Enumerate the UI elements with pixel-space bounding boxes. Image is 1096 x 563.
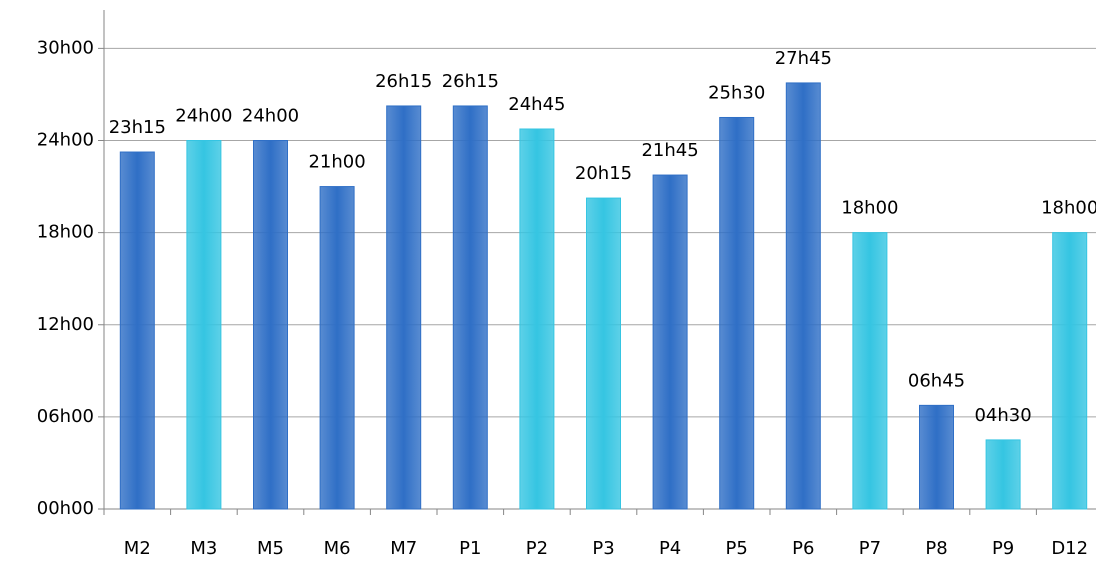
bar — [719, 116, 755, 510]
value-label: 23h15 — [109, 117, 166, 138]
value-label: 24h00 — [242, 106, 299, 127]
x-tick-label: M6 — [324, 538, 351, 559]
value-label: 21h00 — [308, 152, 365, 173]
y-tick-label: 24h00 — [37, 130, 94, 151]
bar — [852, 232, 888, 510]
x-tick-label: P1 — [459, 538, 481, 559]
bar — [919, 404, 954, 510]
y-tick-label: 18h00 — [37, 222, 94, 243]
bar — [119, 151, 155, 510]
x-tick-label: P7 — [859, 538, 881, 559]
x-tick-label: P8 — [925, 538, 947, 559]
value-label: 26h15 — [442, 71, 499, 92]
value-label: 18h00 — [1041, 198, 1096, 219]
bar — [652, 174, 688, 510]
value-label: 24h45 — [508, 94, 565, 115]
x-tick-label: M5 — [257, 538, 284, 559]
x-tick-label: M2 — [124, 538, 151, 559]
bar — [586, 197, 621, 510]
bar — [519, 128, 555, 510]
x-tick-label: P3 — [592, 538, 614, 559]
x-tick-label: P4 — [659, 538, 681, 559]
bar — [985, 439, 1021, 510]
y-tick-label: 30h00 — [37, 37, 94, 58]
value-label: 26h15 — [375, 71, 432, 92]
value-label: 24h00 — [175, 106, 232, 127]
bar — [386, 105, 422, 510]
y-tick-label: 12h00 — [37, 314, 94, 335]
bar — [186, 140, 222, 510]
y-tick-label: 06h00 — [37, 406, 94, 427]
value-label: 25h30 — [708, 82, 765, 103]
value-label: 21h45 — [641, 140, 698, 161]
value-label: 04h30 — [974, 405, 1031, 426]
x-tick-label: D12 — [1051, 538, 1088, 559]
value-label: 20h15 — [575, 163, 632, 184]
bar — [319, 186, 355, 510]
y-tick-label: 00h00 — [37, 498, 94, 519]
x-tick-label: P9 — [992, 538, 1014, 559]
bar — [452, 105, 488, 510]
x-tick-label: P6 — [792, 538, 814, 559]
value-label: 27h45 — [775, 48, 832, 69]
value-label: 18h00 — [841, 198, 898, 219]
x-tick-label: M3 — [190, 538, 217, 559]
x-tick-label: P2 — [526, 538, 548, 559]
value-label: 06h45 — [908, 370, 965, 391]
bar — [785, 82, 821, 510]
bar — [253, 140, 288, 510]
x-tick-label: P5 — [726, 538, 748, 559]
x-tick-label: M7 — [390, 538, 417, 559]
bar — [1052, 232, 1088, 510]
